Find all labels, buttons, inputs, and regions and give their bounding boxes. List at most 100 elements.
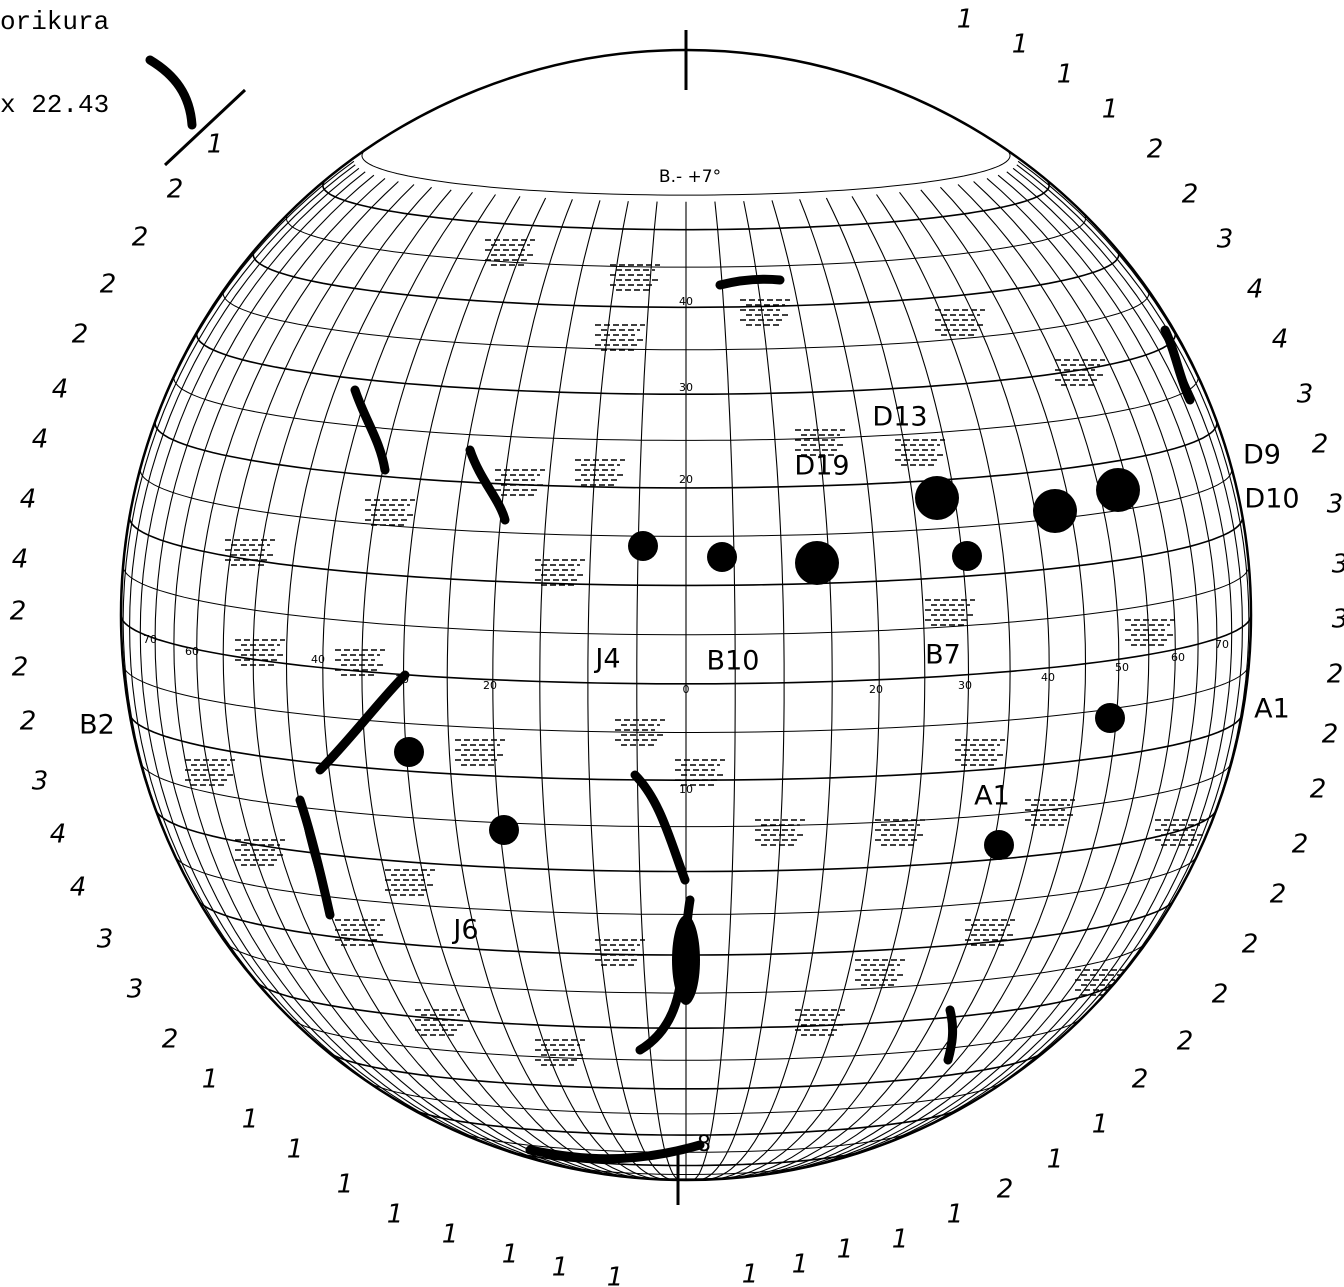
region-label: J6 xyxy=(451,915,478,946)
rim-number: 3 xyxy=(127,975,144,1005)
region-label: B10 xyxy=(707,646,760,677)
region-label: J4 xyxy=(593,644,620,675)
rim-number: 4 xyxy=(12,545,29,575)
rim-number: 2 xyxy=(1292,830,1309,860)
meridian xyxy=(173,177,528,1158)
region-label: B7 xyxy=(925,640,961,671)
rim-number: 1 xyxy=(242,1105,259,1135)
meridian xyxy=(699,201,785,1180)
rim-number: 1 xyxy=(1102,95,1119,125)
meridian xyxy=(402,196,637,1179)
rim-number: 2 xyxy=(1322,720,1339,750)
rim-number: 4 xyxy=(50,820,67,850)
rim-number: 3 xyxy=(1297,380,1314,410)
rim-number: 1 xyxy=(207,130,224,160)
longitude-label: 70 xyxy=(1215,638,1229,651)
rim-number: 3 xyxy=(1217,225,1234,255)
longitude-label: 50 xyxy=(1115,661,1129,674)
longitude-label: 40 xyxy=(311,653,325,666)
meridian xyxy=(692,201,736,1180)
meridian xyxy=(492,199,660,1180)
rim-number: 1 xyxy=(892,1225,909,1255)
meridian xyxy=(285,189,617,1177)
meridian xyxy=(844,177,1199,1158)
rim-number: 1 xyxy=(387,1200,404,1230)
rim-number: 2 xyxy=(1132,1065,1149,1095)
region-label: D13 xyxy=(872,402,927,433)
time: x 22.43 xyxy=(0,90,109,120)
rim-number: 1 xyxy=(607,1263,624,1287)
rim-number: 4 xyxy=(52,375,69,405)
longitude-label: 20 xyxy=(869,683,883,696)
rim-number: 1 xyxy=(1047,1145,1064,1175)
meridian xyxy=(719,197,926,1180)
rim-number: 2 xyxy=(12,653,29,683)
latitude-label: 30 xyxy=(679,381,693,394)
region-label: A1 xyxy=(1254,694,1290,725)
rim-number: 1 xyxy=(287,1135,304,1165)
rim-number: 2 xyxy=(1242,930,1259,960)
rim-number: 1 xyxy=(202,1065,219,1095)
sunspots xyxy=(394,468,1140,1005)
meridian xyxy=(129,167,360,1077)
region-label: D19 xyxy=(794,451,849,482)
latitude-label: 40 xyxy=(679,295,693,308)
rim-number: 2 xyxy=(1327,660,1344,690)
meridian xyxy=(322,191,623,1177)
region-label: D10 xyxy=(1244,484,1299,515)
rim-number: 2 xyxy=(100,270,117,300)
meridian xyxy=(154,174,505,1151)
meridian xyxy=(867,174,1218,1151)
meridian xyxy=(735,196,970,1179)
observatory: orikura xyxy=(0,7,109,37)
b0-label: B.- +7° xyxy=(659,167,721,187)
meridian xyxy=(706,200,833,1180)
rim-number: 1 xyxy=(1012,30,1029,60)
rim-number: 3 xyxy=(1327,490,1344,520)
rim-number: 2 xyxy=(167,175,184,205)
rim-number: 2 xyxy=(10,597,27,627)
rim-number: 4 xyxy=(1272,325,1289,355)
rim-number: 2 xyxy=(1177,1027,1194,1057)
meridian xyxy=(252,186,597,1174)
rim-number: 3 xyxy=(97,925,114,955)
rim-number: 1 xyxy=(957,5,974,35)
meridian xyxy=(196,181,568,1169)
longitude-label: 0 xyxy=(683,683,690,696)
rim-number: 3 xyxy=(1332,605,1344,635)
longitude-label: 70 xyxy=(143,633,157,646)
latitude-label: 10 xyxy=(679,783,693,796)
meridian xyxy=(539,200,666,1180)
rim-number: 2 xyxy=(72,320,89,350)
meridian xyxy=(636,201,680,1180)
latitude-label: 20 xyxy=(679,473,693,486)
meridian xyxy=(924,171,1233,1128)
meridian xyxy=(712,199,880,1180)
meridian xyxy=(121,160,355,616)
rim-number: 4 xyxy=(20,485,37,515)
rim-number: 1 xyxy=(502,1240,519,1270)
rim-number: 4 xyxy=(70,873,87,903)
rim-number: 2 xyxy=(1212,980,1229,1010)
rim-number: 2 xyxy=(1182,180,1199,210)
meridian xyxy=(804,181,1176,1169)
rim-number: 3 xyxy=(1332,550,1344,580)
region-label: D9 xyxy=(1243,440,1281,471)
rim-number: 2 xyxy=(162,1025,179,1055)
rim-number: 1 xyxy=(1092,1110,1109,1140)
rim-number: 1 xyxy=(1057,60,1074,90)
meridian xyxy=(797,184,1150,1170)
meridian xyxy=(1012,167,1243,1077)
plage-hatching xyxy=(185,239,1205,1066)
rim-number: 1 xyxy=(552,1253,569,1283)
rim-number: 1 xyxy=(947,1200,964,1230)
meridian xyxy=(446,197,653,1180)
rim-number: 3 xyxy=(32,767,49,797)
longitude-label: 20 xyxy=(483,679,497,692)
rim-number: 1 xyxy=(837,1235,854,1265)
latitude-line xyxy=(361,151,1011,196)
meridian xyxy=(361,194,630,1178)
bottom-label: -8 xyxy=(689,1132,711,1157)
longitude-label: 30 xyxy=(395,673,409,686)
region-label: A1 xyxy=(974,781,1010,812)
